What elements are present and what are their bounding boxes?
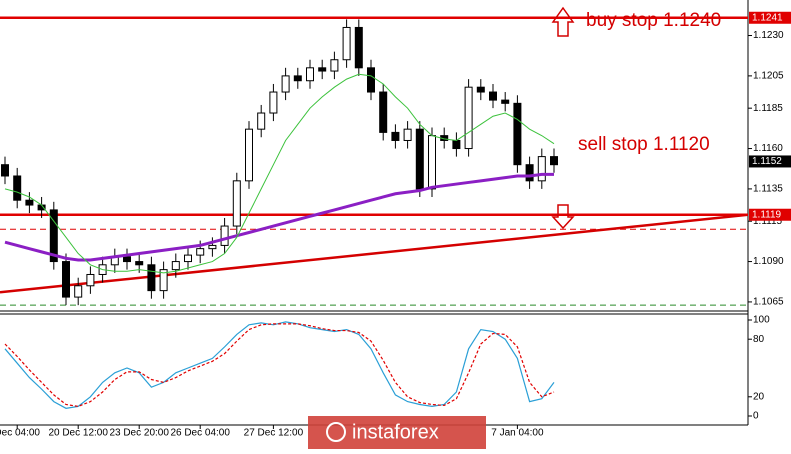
- candle-body: [62, 261, 70, 298]
- candle-body: [147, 264, 156, 292]
- y-tick-label: 1.1160: [753, 143, 783, 154]
- osc-tick-label: 0: [753, 411, 759, 422]
- price-marker-label: 1.1241: [752, 12, 783, 23]
- candle-body: [306, 67, 314, 82]
- price-marker-label: 1.1119: [752, 209, 782, 220]
- candle-body: [403, 128, 412, 141]
- candle-body: [13, 175, 22, 201]
- candle-body: [428, 135, 436, 190]
- down-arrow: [551, 204, 575, 230]
- candle-body: [342, 26, 351, 61]
- candle-body: [525, 164, 534, 182]
- watermark: instaforex: [352, 421, 439, 443]
- candle-body: [452, 139, 461, 150]
- candle-body: [208, 244, 217, 250]
- current-price-marker: [749, 155, 791, 168]
- osc-tick-label: 100: [753, 315, 770, 326]
- candle-body: [269, 91, 278, 114]
- candle-body: [330, 59, 339, 72]
- price-marker: [749, 208, 791, 221]
- candle-body: [415, 128, 424, 190]
- candle-body: [196, 248, 205, 256]
- candle-body: [49, 209, 58, 263]
- up-arrow: [551, 6, 575, 37]
- candle-body: [379, 91, 388, 133]
- candle-body: [318, 67, 327, 72]
- candle-body: [159, 269, 168, 292]
- candle-body: [1, 164, 9, 177]
- candle-body: [476, 86, 485, 93]
- moving-average: [4, 73, 555, 274]
- y-tick-label: 1.1115: [753, 216, 783, 227]
- osc-tick-label: 80: [753, 334, 765, 345]
- candle-body: [74, 285, 83, 298]
- candle-body: [123, 256, 131, 263]
- current-price-label: 1.1152: [752, 156, 782, 167]
- candle-body: [245, 128, 253, 182]
- candle-body: [513, 102, 522, 166]
- y-tick-label: 1.1185: [753, 103, 783, 114]
- oscillator-line: [4, 323, 555, 408]
- candle-body: [281, 75, 290, 93]
- y-tick-label: 1.1135: [753, 184, 783, 195]
- y-tick-label: 1.1205: [753, 71, 784, 82]
- plot-layer: 1.1230 1.1205 1.1185 1.1160 1.1135 1.1115 1.10…: [0, 11, 791, 439]
- x-tick-label: 26 Dec 04:00: [170, 428, 230, 439]
- candle-body: [232, 180, 241, 227]
- x-tick-label: Dec 04:00: [0, 428, 40, 439]
- y-tick-label: 1.1230: [753, 30, 784, 41]
- candle-body: [135, 261, 144, 266]
- x-tick-label: 23 Dec 20:00: [109, 428, 169, 439]
- trendline: [0, 213, 749, 294]
- moving-average: [4, 172, 554, 262]
- watermark-logo: [326, 422, 346, 442]
- x-tick-label: 20 Dec 12:00: [48, 428, 108, 439]
- x-tick-label: 7 Jan 04:00: [491, 428, 544, 439]
- y-tick-label: 1.1090: [753, 256, 784, 267]
- candle-body: [171, 261, 180, 271]
- candle-body: [354, 26, 363, 69]
- x-tick-label: 27 Dec 12:00: [244, 428, 304, 439]
- osc-tick-label: 20: [753, 391, 765, 402]
- candle-body: [464, 86, 473, 150]
- candle-body: [257, 112, 266, 130]
- candle-body: [550, 156, 558, 166]
- candle-body: [537, 156, 546, 182]
- candle-body: [391, 131, 400, 141]
- candle-body: [367, 67, 375, 93]
- watermark-box: [308, 416, 486, 449]
- candle-body: [501, 99, 510, 104]
- annotation: buy stop 1.1240: [586, 10, 721, 31]
- candle-body: [86, 273, 95, 287]
- candle-body: [25, 199, 34, 206]
- annotation: sell stop 1.1120: [578, 134, 710, 155]
- price-marker: [749, 11, 791, 24]
- candle-body: [220, 225, 229, 246]
- candle-body: [184, 254, 192, 263]
- y-tick-label: 1.1065: [753, 297, 784, 308]
- candle-body: [293, 75, 302, 82]
- candle-body: [489, 91, 497, 101]
